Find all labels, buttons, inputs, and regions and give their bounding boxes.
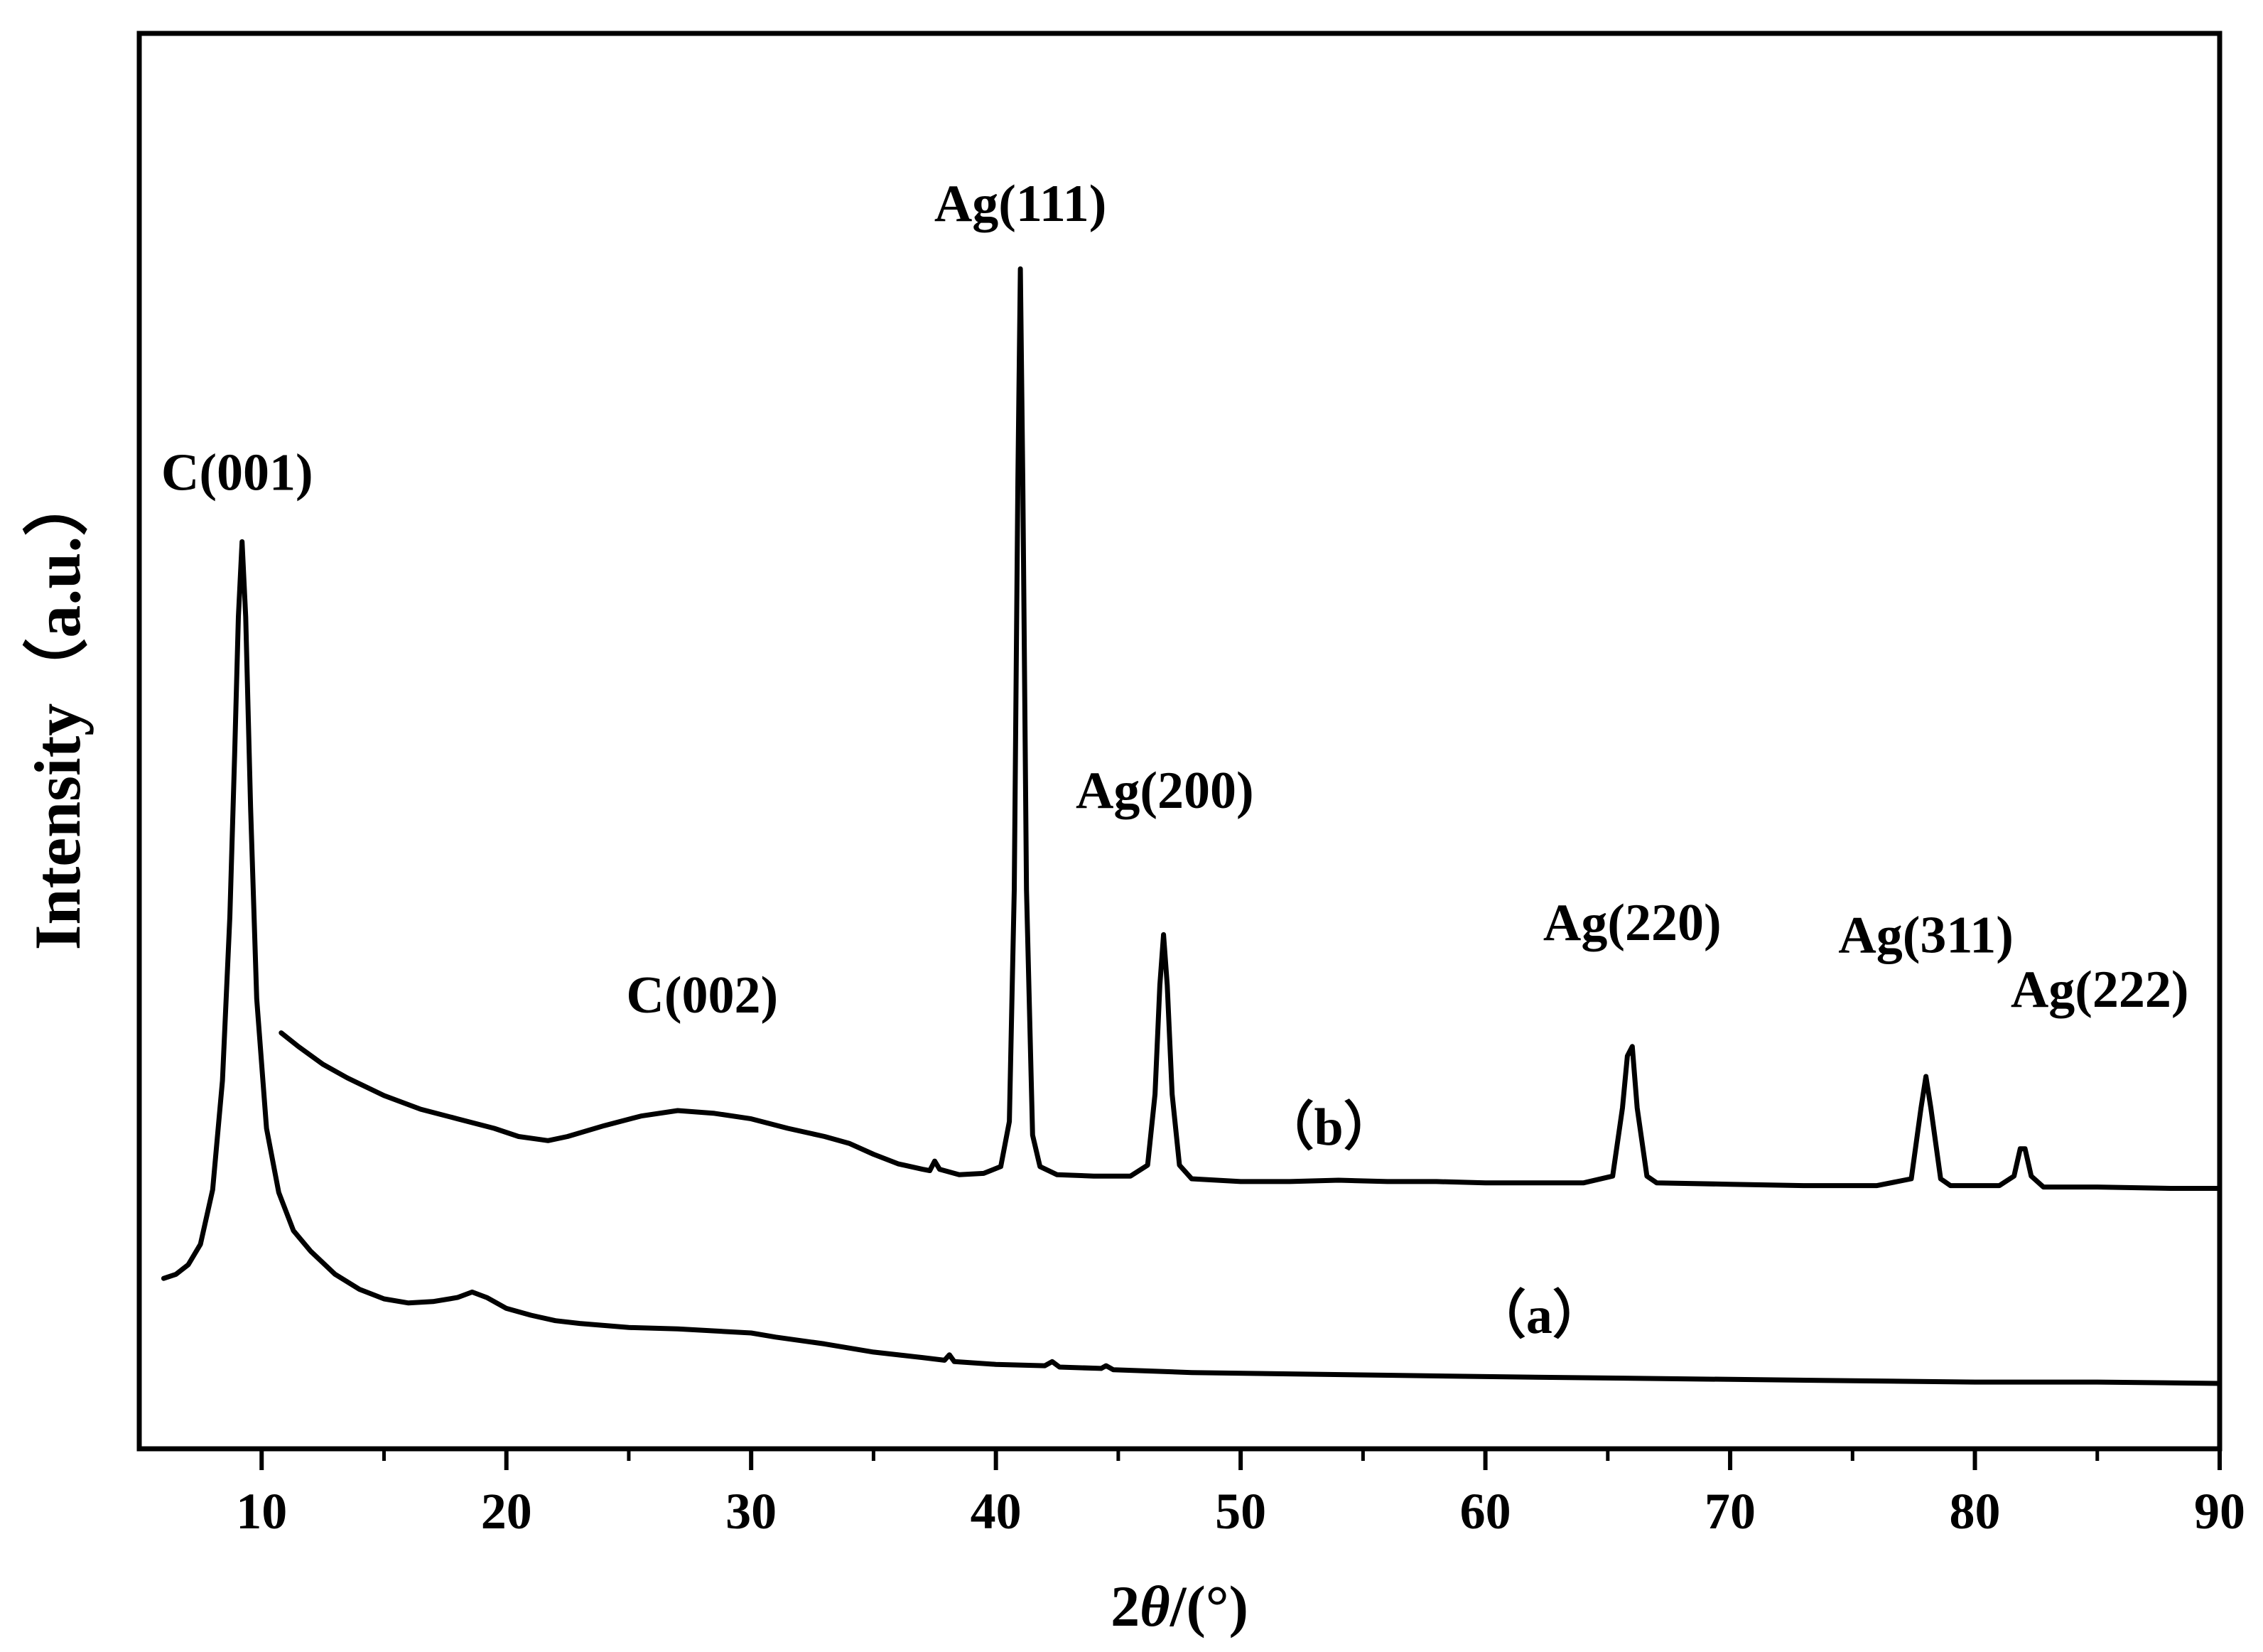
series-label: （b） xyxy=(1262,1098,1396,1157)
peak-label: Ag(111) xyxy=(934,175,1107,233)
x-tick-label: 60 xyxy=(1460,1483,1511,1540)
x-axis-label: 2θ/(°) xyxy=(1111,1574,1248,1638)
x-tick-label: 50 xyxy=(1215,1483,1266,1540)
series-labels: （a） （b） xyxy=(1262,1098,1605,1345)
plot-frame xyxy=(136,31,2223,1452)
x-axis-tick-labels: 10 20 30 40 50 60 70 80 90 xyxy=(236,1483,2245,1540)
y-axis-label: Intensity（a.u.） xyxy=(21,471,94,951)
peak-label: Ag(311) xyxy=(1838,906,2014,964)
series-label: （a） xyxy=(1474,1287,1605,1345)
x-tick-label: 10 xyxy=(236,1483,287,1540)
peak-label: C(001) xyxy=(161,443,313,502)
x-tick-label: 20 xyxy=(481,1483,532,1540)
x-axis-ticks xyxy=(259,1449,2222,1470)
peak-label: C(002) xyxy=(626,966,778,1025)
x-tick-label: 80 xyxy=(1950,1483,2001,1540)
x-tick-label: 90 xyxy=(2194,1483,2245,1540)
series-layer xyxy=(161,266,2223,1386)
peak-label: Ag(200) xyxy=(1076,762,1254,820)
x-tick-label: 40 xyxy=(971,1483,1022,1540)
series-line-0 xyxy=(161,539,2223,1386)
peak-label: Ag(220) xyxy=(1543,894,1722,952)
x-tick-label: 30 xyxy=(725,1483,777,1540)
peak-label: Ag(222) xyxy=(2011,961,2189,1019)
peak-annotations: C(001) C(002) Ag(111) Ag(200) Ag(220) Ag(311)… xyxy=(161,175,2189,1025)
x-tick-label: 70 xyxy=(1705,1483,1756,1540)
series-line-1 xyxy=(279,266,2223,1191)
